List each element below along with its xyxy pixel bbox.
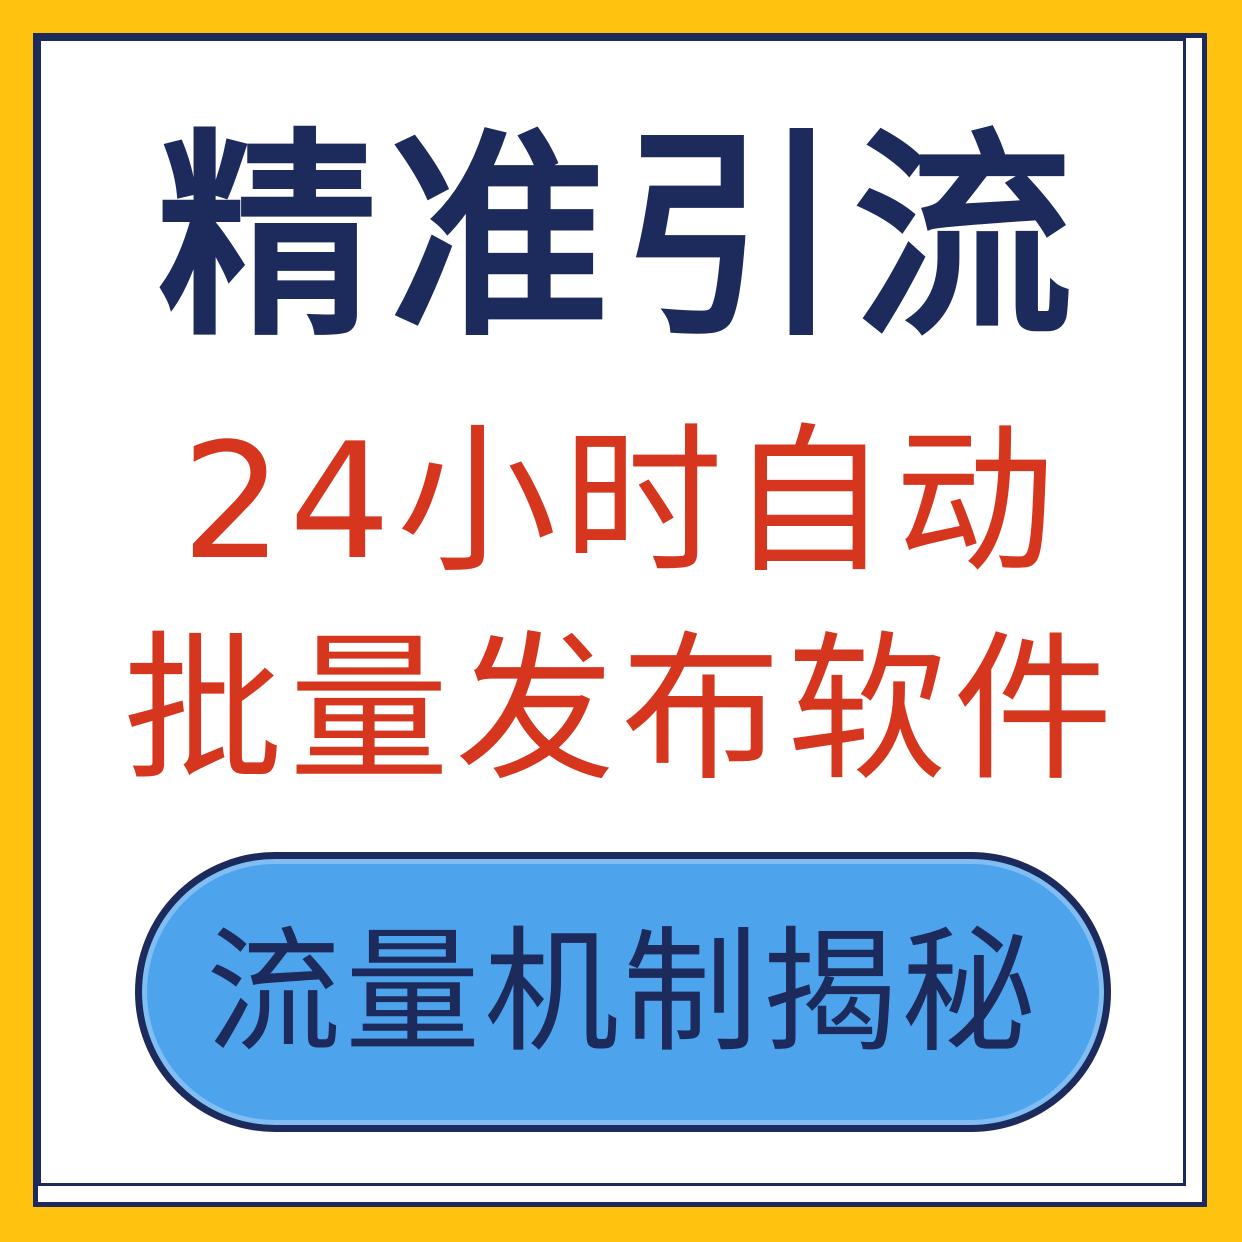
subheadline-line-1: 24小时自动	[181, 408, 1061, 595]
headline: 精准引流	[156, 110, 1085, 366]
badge-label: 流量机制揭秘	[206, 913, 1040, 1071]
badge-pill: 流量机制揭秘	[135, 852, 1111, 1132]
subheadline-line-2: 批量发布软件	[122, 616, 1119, 803]
